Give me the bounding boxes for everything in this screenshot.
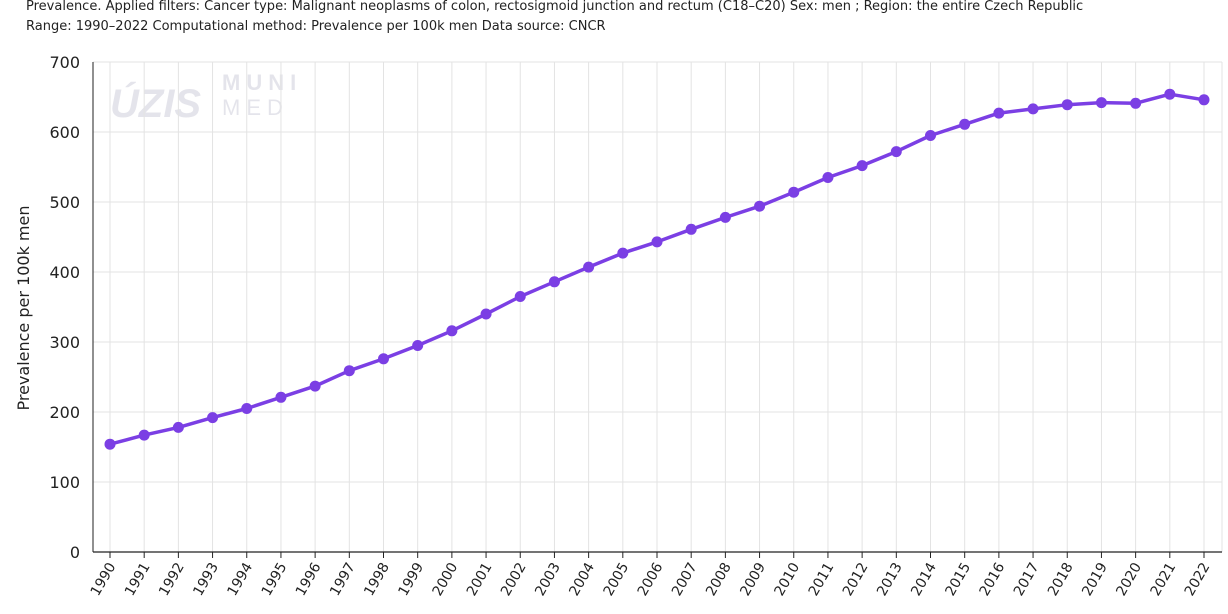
x-tick-label: 2012 [840, 560, 872, 599]
x-tick-label: 2021 [1148, 560, 1180, 599]
x-tick-label: 2009 [737, 560, 769, 599]
data-point [138, 429, 150, 441]
data-point [207, 412, 219, 424]
uzis-logo-text: ÚZIS [110, 80, 201, 126]
med-logo-text: MED [222, 95, 289, 120]
gridlines [93, 61, 1223, 552]
data-point [172, 421, 184, 433]
caption-line-1: Prevalence. Applied filters: Cancer type… [26, 0, 1084, 14]
x-tick-label: 1996 [293, 560, 325, 599]
data-point [1027, 103, 1039, 115]
x-tick-label: 2007 [669, 560, 701, 599]
data-point [959, 118, 971, 130]
x-tick-label: 2001 [464, 560, 496, 599]
x-tick-label: 2011 [806, 560, 838, 599]
x-tick-label: 1993 [190, 560, 222, 599]
data-point [446, 325, 458, 337]
data-point [685, 223, 697, 235]
y-tick-label: 100 [49, 473, 80, 492]
x-tick-label: 2005 [601, 560, 633, 599]
x-tick-label: 2016 [977, 560, 1009, 599]
x-tick-label: 2017 [1011, 560, 1043, 599]
y-tick-label: 200 [49, 403, 80, 422]
x-tick-label: 2013 [874, 560, 906, 599]
x-tick-label: 2019 [1079, 560, 1111, 599]
x-tick-label: 1994 [225, 560, 257, 599]
data-point [343, 365, 355, 377]
x-tick-label: 2015 [942, 560, 974, 599]
x-tick-label: 2018 [1045, 560, 1077, 599]
caption-line-2: Range: 1990–2022 Computational method: P… [26, 19, 606, 34]
data-point [412, 340, 424, 351]
muni-logo-text: MUNI [222, 70, 302, 95]
data-point [548, 276, 560, 288]
series-group [104, 88, 1210, 450]
data-point [788, 186, 800, 198]
data-point [651, 236, 663, 248]
data-point [719, 211, 731, 223]
x-tick-label: 1992 [156, 560, 188, 599]
y-tick-label: 600 [49, 123, 80, 142]
x-tick-label: 2000 [430, 560, 462, 599]
data-point [275, 391, 287, 403]
data-point [925, 130, 936, 141]
data-point [583, 261, 595, 273]
x-tick-label: 1998 [361, 560, 393, 599]
x-tick-label: 1999 [395, 560, 427, 599]
x-tick-label: 2002 [498, 560, 530, 599]
data-point [856, 160, 868, 172]
data-point [754, 200, 766, 212]
data-point [480, 308, 492, 320]
x-tick-label: 2004 [566, 560, 598, 599]
data-point [514, 291, 526, 302]
chart-caption: Prevalence. Applied filters: Cancer type… [26, 0, 1216, 37]
y-axis-label: Prevalence per 100k men [14, 206, 33, 411]
data-point [617, 247, 629, 259]
data-point [1130, 97, 1142, 109]
y-tick-label: 0 [70, 543, 80, 562]
data-point [241, 403, 253, 414]
y-tick-label: 500 [49, 193, 80, 212]
data-point [1164, 88, 1176, 100]
x-tick-label: 2014 [908, 560, 940, 599]
x-tick-label: 2003 [532, 560, 564, 599]
x-tick-label: 2010 [772, 560, 804, 599]
y-tick-label: 700 [49, 53, 80, 72]
data-point [1095, 97, 1107, 109]
data-point [993, 107, 1005, 119]
data-point [378, 353, 389, 365]
x-tick-label: 2006 [635, 560, 667, 599]
y-tick-label: 400 [49, 263, 80, 282]
watermark-logo: ÚZIS MUNI MED [110, 70, 302, 126]
x-tick-label: 2020 [1113, 560, 1145, 599]
x-tick-label: 1990 [88, 560, 120, 599]
data-point [309, 380, 321, 392]
x-tick-label: 1995 [259, 560, 291, 599]
data-point [1061, 99, 1073, 111]
x-tick-label: 1991 [122, 560, 154, 599]
data-point [1198, 94, 1210, 106]
data-point [822, 172, 834, 183]
x-tick-label: 1997 [327, 560, 359, 599]
data-point [890, 146, 902, 158]
data-point [104, 438, 116, 450]
x-tick-label: 2008 [703, 560, 735, 599]
y-tick-label: 300 [49, 333, 80, 352]
x-tick-label: 2022 [1182, 560, 1214, 599]
